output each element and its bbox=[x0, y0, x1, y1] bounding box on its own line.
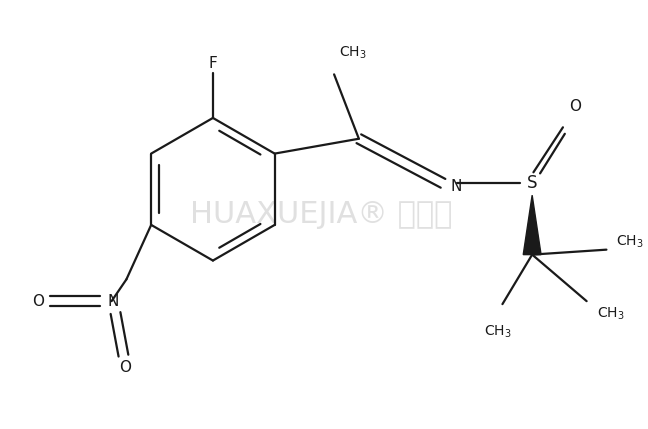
Text: F: F bbox=[209, 56, 217, 71]
Text: CH$_3$: CH$_3$ bbox=[597, 306, 624, 322]
Text: O: O bbox=[569, 99, 581, 114]
Text: O: O bbox=[32, 294, 44, 308]
Text: S: S bbox=[527, 174, 537, 192]
Text: CH$_3$: CH$_3$ bbox=[339, 44, 367, 60]
Text: CH$_3$: CH$_3$ bbox=[616, 233, 644, 250]
Text: N: N bbox=[451, 179, 462, 194]
Text: CH$_3$: CH$_3$ bbox=[483, 324, 511, 340]
Text: HUAXUEJIA® 化学加: HUAXUEJIA® 化学加 bbox=[190, 200, 452, 230]
Text: O: O bbox=[119, 360, 132, 375]
Text: N: N bbox=[108, 294, 119, 308]
Polygon shape bbox=[523, 195, 541, 254]
